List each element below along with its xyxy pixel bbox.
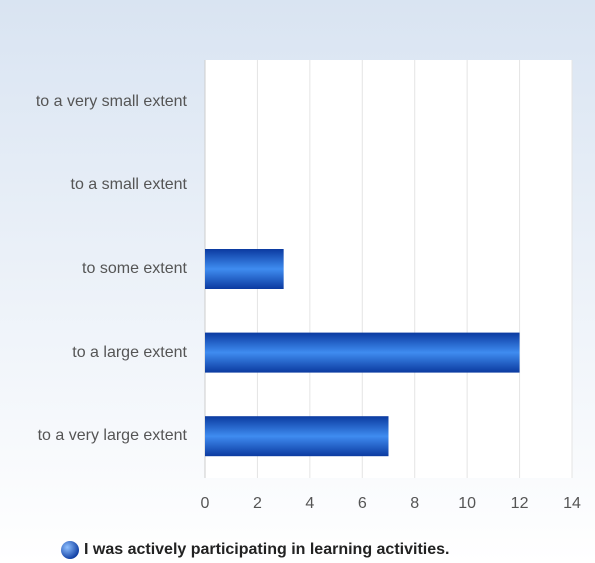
x-tick-label: 10 xyxy=(458,495,476,512)
bar xyxy=(205,416,389,457)
x-tick-label: 4 xyxy=(305,495,314,512)
legend-marker xyxy=(61,541,79,559)
x-tick-label: 2 xyxy=(253,495,262,512)
bar xyxy=(205,249,284,289)
y-tick-label: to a very large extent xyxy=(37,427,187,445)
y-tick-label: to a very small extent xyxy=(35,92,187,110)
y-tick-label: to some extent xyxy=(82,260,187,277)
x-tick-label: 8 xyxy=(410,495,419,512)
x-tick-label: 12 xyxy=(511,495,529,512)
x-tick-label: 6 xyxy=(358,495,367,512)
x-tick-label: 14 xyxy=(563,495,581,512)
bar xyxy=(205,332,520,373)
x-tick-label: 0 xyxy=(201,495,210,512)
y-tick-label: to a small extent xyxy=(70,176,188,194)
legend-label: I was actively participating in learning… xyxy=(84,541,449,558)
y-tick-label: to a large extent xyxy=(72,343,187,361)
